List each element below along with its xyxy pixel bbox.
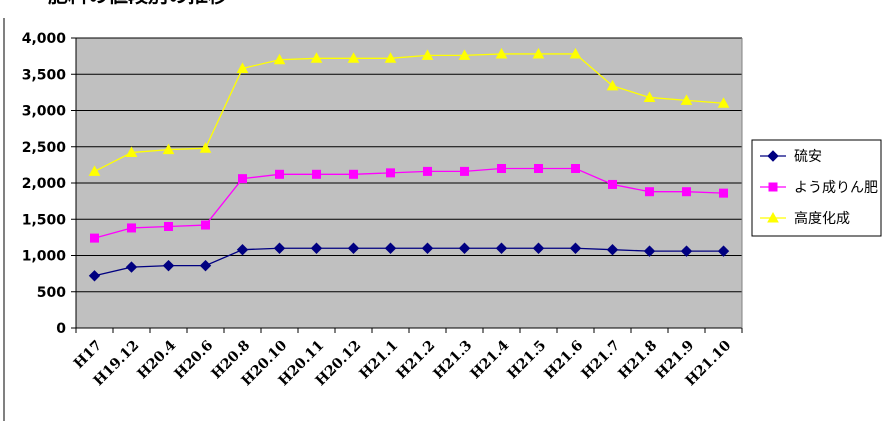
y-tick-label: 2,000 <box>22 176 67 192</box>
data-point <box>164 222 173 231</box>
data-point <box>717 245 730 257</box>
data-point <box>495 47 508 59</box>
series-1 <box>88 242 730 282</box>
y-tick-label: 3,500 <box>22 67 67 83</box>
x-tick-label: H17 <box>71 338 105 372</box>
gridlines <box>76 37 742 293</box>
data-point <box>532 47 545 59</box>
data-point <box>310 242 323 254</box>
data-point <box>421 49 434 60</box>
data-point <box>125 146 138 158</box>
y-tick-label: 1,000 <box>22 249 67 265</box>
data-point <box>608 179 617 189</box>
data-point <box>199 259 212 272</box>
data-point <box>88 270 101 282</box>
data-point <box>680 245 693 257</box>
legend-marker <box>768 182 778 192</box>
x-tick-label: H21.8 <box>616 338 661 383</box>
data-point <box>386 168 395 178</box>
data-point <box>643 91 656 102</box>
data-point <box>236 243 249 256</box>
x-tick-label: H21.2 <box>394 338 439 383</box>
data-point <box>571 164 580 173</box>
data-point <box>606 243 619 256</box>
x-tick-label: H21.3 <box>431 338 476 383</box>
data-point <box>162 143 175 155</box>
title-layer: 肥料の値段別の推移 <box>48 0 228 7</box>
data-point <box>88 165 101 176</box>
data-point <box>423 166 432 176</box>
y-tick-label: 0 <box>56 321 66 337</box>
data-point <box>606 79 619 91</box>
data-point <box>275 169 284 179</box>
data-point <box>127 223 136 233</box>
data-point <box>312 169 321 179</box>
data-point <box>384 242 397 254</box>
y-tick-label: 3,000 <box>22 104 67 120</box>
x-tick-label: H21.5 <box>505 338 550 383</box>
x-tick-label: H21.6 <box>542 338 587 383</box>
y-tick-label: 500 <box>37 285 66 301</box>
y-tick-label: 4,000 <box>22 31 67 47</box>
legend-label: 硫安 <box>794 149 822 165</box>
data-point <box>458 242 471 254</box>
data-point <box>162 259 175 272</box>
y-axis-ticks: 0 500 1,000 1,500 2,000 2,500 3,000 3,500 4,000 <box>22 31 76 337</box>
data-point <box>460 166 469 176</box>
series-3 <box>88 47 730 176</box>
data-point <box>273 53 286 65</box>
data-point <box>682 187 691 197</box>
data-point <box>645 187 654 197</box>
data-point <box>717 97 730 108</box>
data-point <box>495 242 508 254</box>
data-point <box>384 52 397 63</box>
series-layer <box>88 47 730 282</box>
y-tick-label: 1,500 <box>22 212 67 228</box>
data-point <box>458 49 471 60</box>
data-point <box>680 94 693 105</box>
legend-marker <box>767 150 779 162</box>
legend-marker <box>767 211 779 223</box>
series-line <box>94 167 724 239</box>
x-tick-label: H21.4 <box>468 337 513 382</box>
data-point <box>90 233 99 243</box>
data-point <box>199 142 212 153</box>
legend-label: 高度化成 <box>794 210 850 227</box>
x-tick-label: H21.1 <box>357 338 402 383</box>
chart-title: 肥料の値段別の推移 <box>48 0 228 7</box>
x-tick-label: H20.4 <box>135 337 180 382</box>
data-point <box>347 242 360 254</box>
data-point <box>497 164 506 173</box>
data-point <box>125 261 138 273</box>
data-point <box>310 52 323 63</box>
data-point <box>238 174 247 184</box>
data-point <box>273 242 286 254</box>
y-tick-label: 2,500 <box>22 140 67 156</box>
x-axis-ticks: H17H19.12H20.4H20.6H20.8H20.10H20.11H20.… <box>71 328 743 389</box>
data-point <box>421 242 434 254</box>
series-2 <box>90 164 728 243</box>
x-tick-label: H21.7 <box>579 338 624 383</box>
data-point <box>201 220 210 230</box>
series-line <box>94 247 724 277</box>
data-point <box>236 62 249 73</box>
x-tick-label: H20.6 <box>172 338 217 383</box>
data-point <box>569 47 582 59</box>
data-point <box>719 188 728 198</box>
data-point <box>532 242 545 254</box>
data-point <box>347 52 360 63</box>
data-point <box>534 164 543 173</box>
legend-label: よう成りん肥 <box>794 180 878 196</box>
data-point <box>349 169 358 179</box>
data-point <box>569 242 582 254</box>
data-point <box>643 245 656 257</box>
series-line <box>94 53 724 172</box>
